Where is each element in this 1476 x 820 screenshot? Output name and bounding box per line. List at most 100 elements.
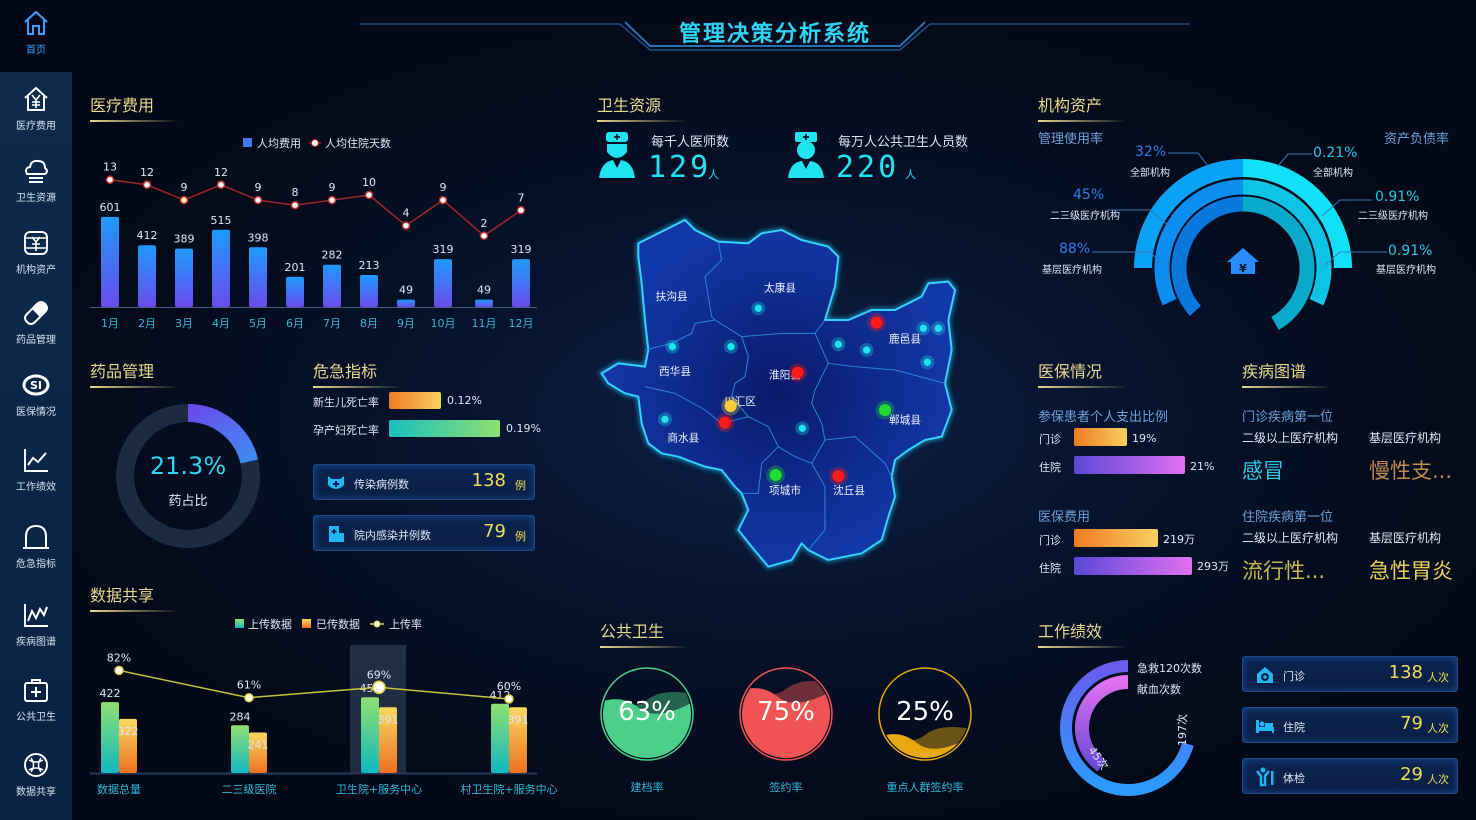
bar-transferred-2[interactable] bbox=[379, 707, 397, 773]
line-value-label: 9 bbox=[329, 181, 336, 194]
map-marker-alert[interactable] bbox=[791, 366, 804, 379]
maternal-mortality-bar bbox=[389, 420, 500, 437]
map-marker-normal[interactable] bbox=[661, 415, 669, 423]
bar-value-label: 284 bbox=[230, 710, 251, 723]
bar-uploaded-2[interactable] bbox=[361, 697, 379, 773]
map-marker-good[interactable] bbox=[879, 404, 891, 416]
bar-3月[interactable] bbox=[175, 248, 193, 307]
sidebar-item-5[interactable]: SI 医保情况 bbox=[0, 370, 72, 440]
line-point[interactable] bbox=[479, 231, 489, 241]
map-marker-normal[interactable] bbox=[754, 304, 762, 312]
map-marker-normal[interactable] bbox=[834, 340, 842, 348]
line-point[interactable] bbox=[516, 206, 526, 215]
cost-outpatient-bar bbox=[1074, 529, 1158, 547]
bar-2月[interactable] bbox=[138, 245, 156, 307]
legend-label-transferred: 已传数据 bbox=[316, 617, 360, 631]
usage-rate-value: 45% bbox=[1073, 187, 1105, 203]
sidebar-item-3[interactable]: 机构资产 bbox=[0, 228, 72, 298]
map-marker-good[interactable] bbox=[769, 469, 782, 481]
performance-card-1[interactable]: 住院 79 人次 bbox=[1242, 707, 1458, 743]
x-tick-label: 10月 bbox=[431, 317, 456, 330]
map-marker-alert[interactable] bbox=[832, 470, 845, 482]
map-marker-normal[interactable] bbox=[668, 343, 676, 351]
line-point[interactable] bbox=[216, 180, 226, 190]
bar-value-label: 241 bbox=[248, 739, 269, 752]
bar-5月[interactable] bbox=[249, 247, 267, 307]
line-point[interactable] bbox=[179, 195, 189, 205]
share-icon bbox=[24, 753, 48, 777]
rate-value-label: 60% bbox=[497, 680, 521, 693]
map-marker-normal[interactable] bbox=[727, 343, 735, 351]
outpatient-col2-label: 基层医疗机构 bbox=[1369, 431, 1442, 445]
map-marker-normal[interactable] bbox=[923, 358, 931, 366]
bar-10月[interactable] bbox=[434, 259, 452, 307]
ring-legend-emergency: 急救120次数 bbox=[1137, 662, 1202, 675]
line-point[interactable] bbox=[290, 200, 300, 210]
performance-card-0[interactable]: 门诊 138 人次 bbox=[1242, 656, 1458, 692]
sidebar-item-6[interactable]: 工作绩效 bbox=[0, 445, 72, 515]
sidebar-item-10[interactable]: 数据共享 bbox=[0, 750, 72, 820]
bar-value-label: 322 bbox=[118, 725, 139, 738]
section-title-health-resources: 卫生资源 bbox=[597, 92, 688, 122]
rate-point[interactable] bbox=[114, 665, 124, 676]
rate-point[interactable] bbox=[244, 692, 254, 703]
performance-card-unit: 人次 bbox=[1427, 722, 1449, 735]
map-marker-normal[interactable] bbox=[863, 346, 871, 354]
bar-7月[interactable] bbox=[323, 264, 341, 307]
performance-card-2[interactable]: 体检 29 人次 bbox=[1242, 758, 1458, 794]
usage-rate-label: 基层医疗机构 bbox=[1042, 265, 1102, 276]
bar-uploaded-1[interactable] bbox=[231, 725, 249, 773]
line-point[interactable] bbox=[253, 195, 263, 205]
sidebar-item-7[interactable]: 危急指标 bbox=[0, 522, 72, 592]
x-tick-label: 8月 bbox=[360, 317, 378, 330]
bar-uploaded-0[interactable] bbox=[101, 702, 119, 773]
map-marker-normal[interactable] bbox=[919, 324, 927, 332]
map-marker-normal[interactable] bbox=[798, 424, 806, 432]
sidebar-item-0[interactable]: 首页 bbox=[0, 8, 72, 78]
bar-11月[interactable] bbox=[475, 299, 493, 307]
map-marker-normal[interactable] bbox=[934, 324, 942, 332]
district-boundary bbox=[811, 363, 893, 477]
assets-gauge: ¥ bbox=[1092, 152, 1387, 330]
rate-value-label: 69% bbox=[367, 668, 391, 681]
sidebar-item-2[interactable]: 卫生资源 bbox=[0, 156, 72, 226]
sidebar-item-1[interactable]: 医疗费用 bbox=[0, 84, 72, 154]
legend-swatch-bar bbox=[243, 138, 252, 147]
nurse-icon bbox=[788, 132, 824, 178]
bar-uploaded-3[interactable] bbox=[491, 703, 509, 773]
bar-transferred-0[interactable] bbox=[119, 718, 137, 773]
outpatient-top-disease-primary: 慢性支... bbox=[1369, 459, 1453, 483]
gauge-ring bbox=[600, 667, 694, 761]
map-marker-alert[interactable] bbox=[870, 316, 883, 329]
bar-4月[interactable] bbox=[212, 229, 230, 307]
bar-8月[interactable] bbox=[360, 275, 378, 307]
newborn-mortality-label: 新生儿死亡率 bbox=[313, 396, 379, 409]
legend-label-line: 人均住院天数 bbox=[325, 136, 391, 150]
map-marker-warning[interactable] bbox=[724, 400, 737, 412]
bar-6月[interactable] bbox=[286, 276, 304, 307]
drug-ratio-value: 21.3% bbox=[149, 452, 227, 480]
line-point[interactable] bbox=[142, 180, 152, 190]
bar-transferred-3[interactable] bbox=[509, 707, 527, 773]
sidebar-item-4[interactable]: 药品管理 bbox=[0, 298, 72, 368]
rate-point[interactable] bbox=[372, 680, 386, 695]
sidebar-item-label: 药品管理 bbox=[16, 335, 56, 346]
sidebar-item-9[interactable]: 公共卫生 bbox=[0, 675, 72, 745]
debt-ratio-label: 全部机构 bbox=[1313, 168, 1353, 179]
bar-9月[interactable] bbox=[397, 299, 415, 307]
map-marker-alert[interactable] bbox=[719, 416, 731, 429]
x-tick-label: 数据总量 bbox=[97, 782, 141, 796]
bar-1月[interactable] bbox=[101, 216, 119, 307]
infectious-cases-card[interactable]: 传染病例数 138 例 bbox=[313, 464, 535, 500]
line-point[interactable] bbox=[105, 175, 115, 184]
line-point[interactable] bbox=[364, 190, 374, 200]
line-point[interactable] bbox=[438, 195, 448, 205]
line-point[interactable] bbox=[327, 195, 337, 205]
bar-transferred-1[interactable] bbox=[249, 732, 267, 773]
rate-point[interactable] bbox=[504, 694, 514, 704]
sidebar-item-8[interactable]: 疾病图谱 bbox=[0, 600, 72, 670]
bar-12月[interactable] bbox=[512, 259, 530, 307]
line-point[interactable] bbox=[401, 221, 411, 230]
hospital-infection-card[interactable]: 院内感染并例数 79 例 bbox=[313, 515, 535, 551]
